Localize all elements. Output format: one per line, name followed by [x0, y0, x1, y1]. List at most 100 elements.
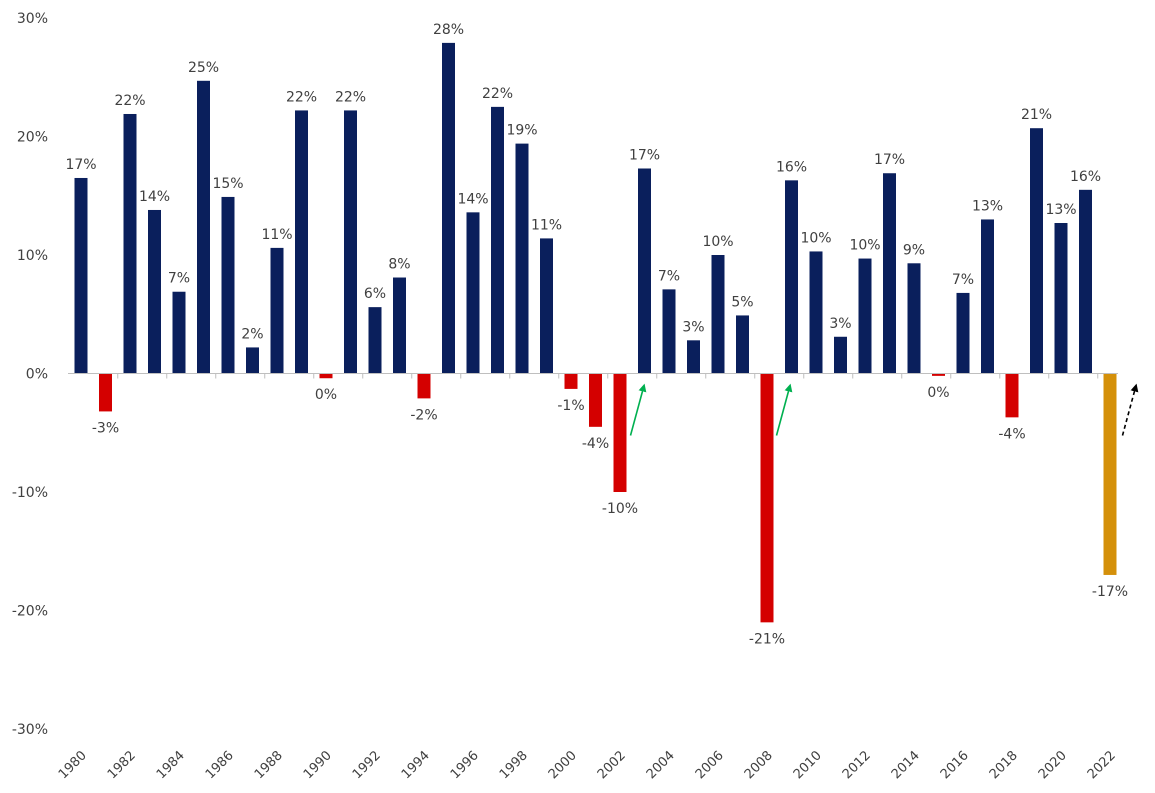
- y-tick-label: -20%: [12, 604, 48, 620]
- x-tick-label: 2008: [742, 748, 776, 782]
- bar: [687, 340, 700, 374]
- bar: [442, 42, 455, 374]
- bar: [1103, 373, 1117, 575]
- x-tick-label: 1998: [497, 748, 531, 782]
- x-tick-label: 1994: [399, 748, 433, 782]
- bar: [99, 373, 112, 412]
- data-label: 10%: [849, 238, 880, 254]
- data-label: 16%: [1070, 169, 1101, 185]
- data-label: 16%: [776, 159, 807, 175]
- data-label: -1%: [557, 398, 584, 414]
- x-tick-label: 2000: [546, 748, 580, 782]
- bar: [834, 336, 847, 374]
- y-tick-label: 30%: [17, 11, 48, 27]
- data-label: 11%: [261, 227, 292, 243]
- data-label: 22%: [114, 93, 145, 109]
- bar: [1054, 223, 1068, 374]
- bar: [907, 263, 921, 374]
- bar: [368, 307, 382, 374]
- bar: [466, 212, 480, 374]
- bar: [760, 373, 774, 623]
- data-label: 3%: [682, 319, 704, 335]
- x-tick-label: 1988: [252, 748, 286, 782]
- bar: [393, 277, 406, 374]
- data-label: 8%: [388, 257, 410, 273]
- data-label: 0%: [927, 385, 949, 401]
- data-label: 19%: [506, 123, 537, 139]
- x-tick-label: 2004: [644, 748, 678, 782]
- data-label: 2%: [241, 326, 263, 342]
- bar: [956, 292, 970, 374]
- bar: [1005, 373, 1019, 418]
- bar: [221, 196, 235, 374]
- bar: [540, 238, 553, 374]
- data-label: 14%: [457, 191, 488, 207]
- data-label: 9%: [903, 242, 925, 258]
- x-tick-label: 1984: [154, 748, 188, 782]
- x-tick-label: 1982: [105, 748, 139, 782]
- data-label: -10%: [602, 501, 638, 517]
- x-tick-label: 2010: [791, 748, 825, 782]
- data-label: -4%: [582, 436, 609, 452]
- bar: [858, 258, 872, 374]
- x-axis-ticks: [117, 373, 1099, 379]
- bar: [613, 373, 627, 492]
- data-label: 7%: [952, 272, 974, 288]
- data-labels: 17% -3% 22% 14% 7% 25% 15% 2% 11% 22% 0% 22% 6%8% -2%…: [65, 22, 1128, 647]
- bar: [589, 373, 602, 427]
- x-tick-label: 2022: [1085, 748, 1119, 782]
- data-label: 15%: [212, 176, 243, 192]
- bar: [662, 289, 676, 374]
- bar: [1079, 189, 1092, 374]
- x-tick-label: 2018: [987, 748, 1021, 782]
- data-label: 22%: [335, 89, 366, 105]
- y-tick-label: 0%: [26, 367, 48, 383]
- bar: [74, 177, 88, 374]
- data-label: 13%: [1045, 202, 1076, 218]
- bar: [785, 180, 798, 374]
- x-tick-label: 2016: [938, 748, 972, 782]
- x-tick-label: 1986: [203, 748, 237, 782]
- bar: [809, 251, 823, 374]
- data-label: 10%: [702, 234, 733, 250]
- bar: [246, 347, 259, 374]
- data-label: 3%: [829, 316, 851, 332]
- x-tick-label: 2020: [1036, 748, 1070, 782]
- x-tick-label: 1996: [448, 748, 482, 782]
- data-label: -4%: [998, 426, 1025, 442]
- data-label: 21%: [1021, 107, 1052, 123]
- x-tick-label: 2012: [840, 748, 874, 782]
- data-label: 25%: [188, 60, 219, 76]
- data-label: 17%: [629, 147, 660, 163]
- data-label: 13%: [972, 198, 1003, 214]
- bars: [74, 42, 1117, 623]
- data-label: -17%: [1092, 584, 1128, 600]
- data-label: -3%: [92, 420, 119, 436]
- data-label: 17%: [65, 157, 96, 173]
- x-tick-label: 2014: [889, 748, 923, 782]
- y-axis-ticks: 30% 20% 10% 0% -10% -20% -30%: [12, 11, 48, 738]
- data-label: 22%: [482, 86, 513, 102]
- bar: [319, 373, 333, 379]
- bar: [564, 373, 578, 389]
- bar: [711, 255, 725, 374]
- black-dashed-arrow: [1121, 383, 1139, 436]
- bar: [123, 113, 137, 374]
- data-label: 22%: [286, 89, 317, 105]
- bar: [1030, 128, 1043, 374]
- bar: [638, 168, 651, 374]
- data-label: 28%: [433, 22, 464, 38]
- y-tick-label: 10%: [17, 248, 48, 264]
- data-label: -2%: [410, 407, 437, 423]
- x-tick-label: 2002: [595, 748, 629, 782]
- y-tick-label: -30%: [12, 722, 48, 738]
- data-label: 6%: [364, 286, 386, 302]
- y-tick-label: 20%: [17, 130, 48, 146]
- bar: [981, 219, 994, 374]
- green-arrow: [629, 383, 647, 436]
- data-label: 14%: [139, 189, 170, 205]
- bar: [515, 143, 529, 374]
- data-label: -21%: [749, 631, 785, 647]
- bar: [344, 110, 357, 374]
- data-label: 0%: [315, 387, 337, 403]
